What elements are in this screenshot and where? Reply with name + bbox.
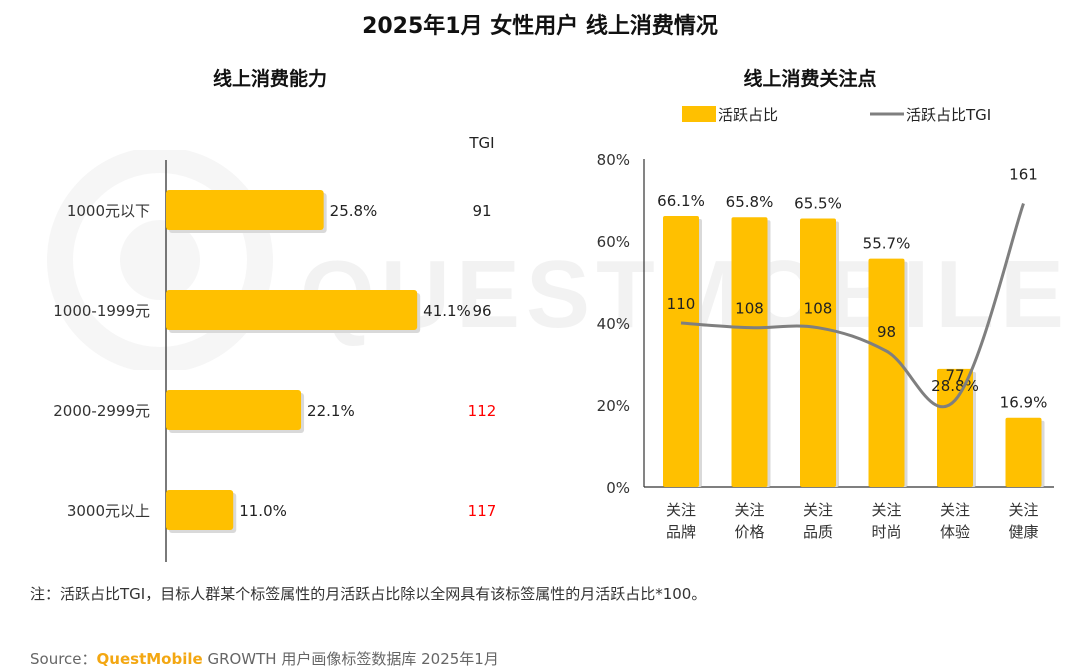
bar-1	[166, 190, 324, 230]
y-tick-label: 80%	[597, 151, 630, 169]
bar-2	[166, 290, 418, 330]
tgi-label: 161	[1009, 166, 1038, 184]
x-tick-label-line2: 品质	[803, 523, 833, 541]
x-tick-label-line2: 健康	[1008, 523, 1038, 541]
y-tick-label: 0%	[606, 479, 630, 497]
x-tick-label-line1: 关注	[1008, 501, 1038, 519]
tgi-label: 108	[804, 300, 833, 318]
x-tick-label-line1: 关注	[666, 501, 696, 519]
y-tick-label: 60%	[597, 233, 630, 251]
tgi-value: 91	[472, 202, 491, 220]
value-label: 16.9%	[1000, 394, 1048, 412]
value-label: 66.1%	[657, 192, 705, 210]
tgi-header: TGI	[468, 134, 494, 152]
value-label: 11.0%	[239, 502, 287, 520]
value-label: 25.8%	[330, 202, 378, 220]
value-label: 41.1%	[423, 302, 471, 320]
bar-5	[937, 368, 973, 487]
right-chart-title: 线上消费关注点	[743, 68, 877, 90]
x-tick-label-line2: 品牌	[666, 523, 696, 541]
x-tick-label-line2: 时尚	[871, 523, 901, 541]
x-tick-label-line1: 关注	[734, 501, 764, 519]
left-chart-title: 线上消费能力	[212, 68, 327, 90]
tgi-line	[680, 203, 1025, 409]
tgi-label: 110	[667, 295, 696, 313]
source-suffix: GROWTH 用户画像标签数据库 2025年1月	[202, 650, 499, 668]
bar-3	[800, 218, 836, 487]
x-tick-label-line2: 体验	[940, 523, 970, 541]
value-label: 55.7%	[863, 235, 911, 253]
bar-4	[166, 490, 234, 530]
tgi-value: 117	[468, 502, 497, 520]
legend-bar-label: 活跃占比	[718, 106, 778, 124]
bar-3	[166, 390, 302, 430]
x-tick-label-line1: 关注	[803, 501, 833, 519]
tgi-label: 108	[735, 300, 764, 318]
category-label: 1000-1999元	[53, 302, 150, 320]
bar-1	[663, 215, 699, 487]
bar-4	[868, 258, 905, 487]
source-prefix: Source：	[30, 650, 97, 668]
tgi-value: 112	[468, 402, 497, 420]
category-label: 3000元以上	[67, 502, 150, 520]
value-label: 22.1%	[307, 402, 355, 420]
legend-line-label: 活跃占比TGI	[906, 106, 991, 124]
source-brand: QuestMobile	[96, 650, 203, 668]
legend-bar-swatch	[682, 106, 716, 122]
x-tick-label-line1: 关注	[871, 501, 901, 519]
footnote: 注：活跃占比TGI，目标人群某个标签属性的月活跃占比除以全网具有该标签属性的月活…	[30, 585, 707, 603]
category-label: 2000-2999元	[53, 402, 150, 420]
value-label: 65.5%	[794, 194, 842, 212]
bar-2	[731, 217, 768, 487]
x-tick-label-line2: 价格	[734, 523, 764, 541]
source-line: Source：QuestMobile GROWTH 用户画像标签数据库 2025…	[30, 648, 499, 669]
x-tick-label-line1: 关注	[940, 501, 970, 519]
page-title: 2025年1月 女性用户 线上消费情况	[362, 14, 718, 39]
y-tick-label: 20%	[597, 397, 630, 415]
category-label: 1000元以下	[67, 202, 150, 220]
bar-6	[1005, 417, 1042, 487]
value-label: 65.8%	[726, 193, 774, 211]
tgi-label: 77	[945, 366, 964, 384]
consumption-ability-chart: TGI 1000元以下 25.8% 91 1000-1999元 41.1% 96 2000-2…	[53, 134, 497, 562]
tgi-value: 96	[472, 302, 491, 320]
tgi-label: 98	[877, 323, 896, 341]
y-tick-label: 40%	[597, 315, 630, 333]
